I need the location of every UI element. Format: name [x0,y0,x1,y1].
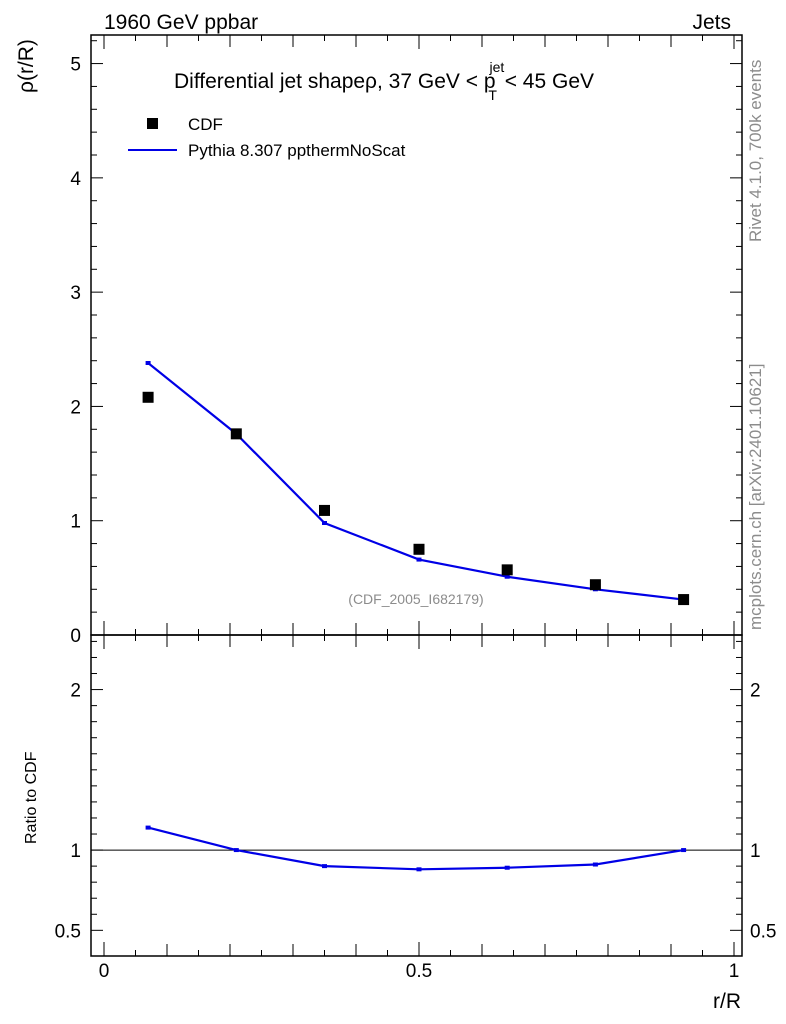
x-axis: 0 0.5 1 [99,35,740,982]
ratio-marks [145,825,687,872]
data-point [230,428,242,440]
ratio-point [504,865,510,870]
y-tick-label: 3 [70,283,81,304]
mc-point [322,521,327,525]
chart-title-main: Differential jet shapeρ, 37 GeV < p [174,70,496,93]
ratio-point [322,864,327,869]
legend-data-marker [147,118,158,129]
ratio-point [233,848,239,853]
ratio-tick-label-left: 2 [70,681,81,702]
y-tick-label: 5 [70,55,81,76]
ratio-tick-label-right: 1 [750,841,761,862]
ratio-axes: 0.5 0.5 1 1 2 2 [55,640,776,942]
ratio-point [592,862,598,867]
analysis-watermark: (CDF_2005_I682179) [348,591,483,607]
data-point [319,504,330,516]
x-tick-label: 1 [729,961,740,982]
mc-point [145,361,151,365]
y-tick-label: 0 [70,626,81,647]
ratio-point [145,825,151,830]
chart-title-sup: jet [489,59,505,75]
chart-title-tail: < 45 GeV [499,70,594,93]
data-point [678,594,690,606]
legend-mc-label: Pythia 8.307 ppthermNoScat [188,141,406,160]
y-tick-label: 2 [70,397,81,418]
ratio-plot-frame [90,634,743,957]
ratio-tick-label-left: 1 [70,841,81,862]
y-tick-label: 1 [70,512,81,533]
mc-line [147,362,684,601]
data-point [413,543,425,555]
ratio-tick-label-right: 2 [750,681,761,702]
legend-data-label: CDF [188,115,223,134]
x-axis-label: r/R [713,990,741,1013]
x-tick-label: 0 [99,961,110,982]
ratio-axis-label: Ratio to CDF [23,751,40,844]
main-axes: 0 1 2 3 4 5 [70,40,742,647]
ratio-tick-label-right: 0.5 [750,921,776,942]
ratio-line [147,826,684,871]
header-right: Jets [692,11,731,34]
mc-point [416,557,422,562]
ratio-point [681,848,687,853]
data-point [142,391,154,403]
x-tick-label: 0.5 [406,961,432,982]
y-tick-label: 4 [70,169,81,190]
rivet-version-label: Rivet 4.1.0, 700k events [746,60,765,242]
mc-point [504,574,510,579]
chart-title-sub: T [488,87,497,103]
y-axis-label: ρ(r/R) [15,39,38,93]
main-marks [142,361,690,606]
data-point [501,564,513,576]
ratio-point [416,867,422,872]
ratio-tick-label-left: 0.5 [55,921,81,942]
data-point [589,579,601,591]
chart-title: Differential jet shapeρ, 37 GeV < pjet T … [174,59,594,103]
mcplots-label: mcplots.cern.ch [arXiv:2401.10621] [746,364,765,630]
header-left: 1960 GeV ppbar [104,11,258,34]
